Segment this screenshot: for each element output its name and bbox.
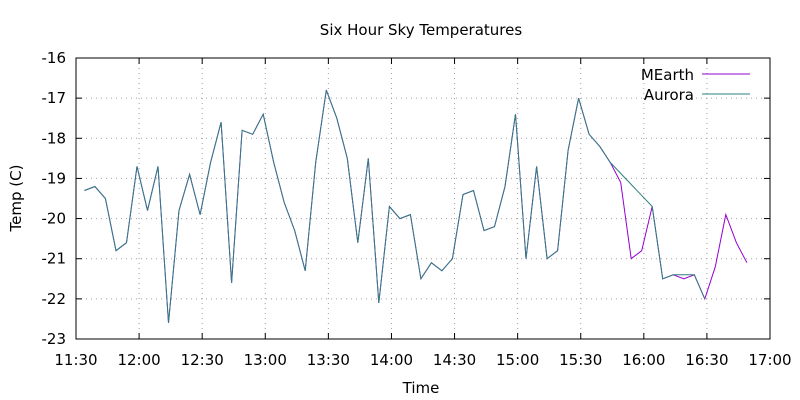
chart-title: Six Hour Sky Temperatures [320,21,523,39]
legend-label-aurora: Aurora [644,86,694,104]
x-tick-label: 17:00 [748,351,791,369]
y-tick-label: -17 [42,89,67,107]
x-tick-label: 11:30 [54,351,97,369]
y-axis-label: Temp (C) [7,165,25,233]
y-tick-label: -20 [42,210,67,228]
x-axis-label: Time [402,379,440,397]
legend: MEarth Aurora [641,66,750,104]
x-tick-label: 16:30 [685,351,728,369]
x-tick-label: 15:30 [559,351,602,369]
legend-label-mearth: MEarth [641,66,694,84]
y-tick-label: -19 [42,169,67,187]
x-tick-label: 13:00 [244,351,287,369]
x-tick-label: 16:00 [622,351,665,369]
plot-frame [75,57,771,340]
x-tick-label: 15:00 [496,351,539,369]
axis-ticks: 11:30 12:00 12:30 13:00 13:30 14:00 14:30 15:00… [42,49,792,369]
x-tick-label: 14:00 [370,351,413,369]
x-tick-label: 13:30 [307,351,350,369]
series-line-aurora [84,89,706,323]
grid [76,58,770,339]
y-tick-label: -16 [42,49,67,67]
y-tick-label: -18 [42,129,67,147]
x-tick-label: 12:00 [117,351,160,369]
x-tick-label: 14:30 [433,351,476,369]
y-tick-label: -22 [42,290,67,308]
y-tick-label: -21 [42,250,67,268]
x-tick-label: 12:30 [181,351,224,369]
series-line-mearth [84,89,748,323]
y-tick-label: -23 [42,330,67,348]
series-lines [84,89,748,323]
